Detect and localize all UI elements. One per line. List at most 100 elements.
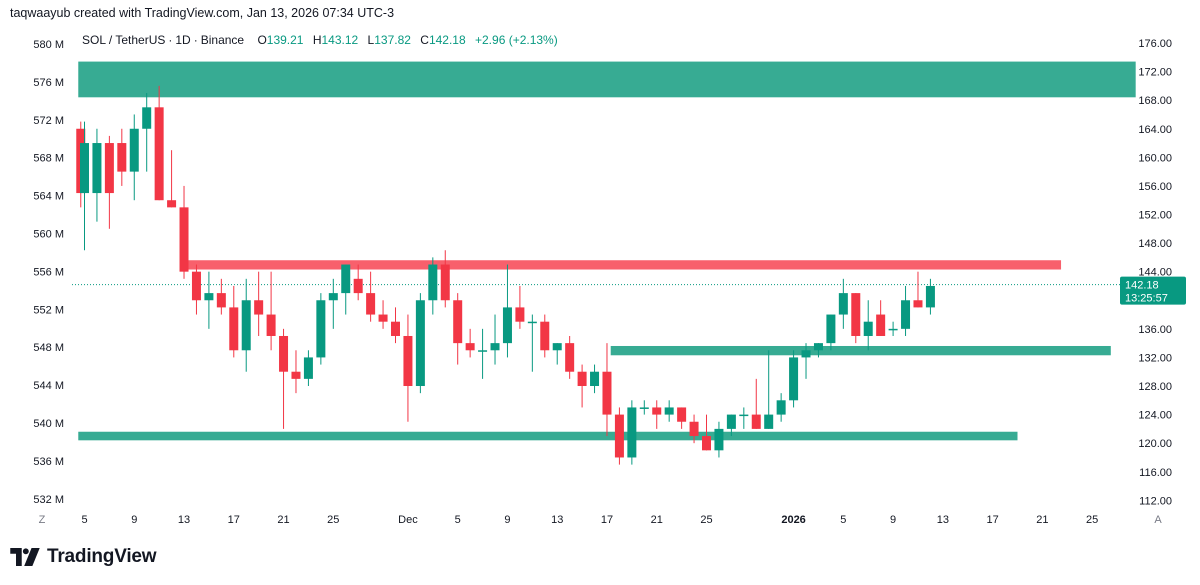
x-axis-tick: 13 (178, 514, 190, 526)
legend-symbol[interactable]: SOL / TetherUS (82, 33, 166, 47)
legend-change: +2.96 (+2.13%) (475, 33, 558, 47)
right-axis-tick: 172.00 (1138, 67, 1172, 79)
x-axis-tick: 17 (986, 514, 998, 526)
tradingview-logo[interactable]: TradingView (10, 546, 157, 568)
left-axis-tick: 556 M (33, 266, 64, 278)
tradingview-logo-text: TradingView (47, 546, 157, 567)
x-axis-tick: 5 (81, 514, 87, 526)
right-axis-tick: 128.00 (1138, 381, 1172, 393)
candle-body (627, 407, 637, 458)
candle-body (204, 293, 214, 301)
left-axis-tick: 548 M (33, 342, 64, 354)
x-axis-tick: 21 (277, 514, 289, 526)
scale-mode-right: A (1154, 514, 1162, 526)
candle-body (254, 300, 264, 315)
candle-body (465, 343, 475, 351)
candle-body (440, 264, 450, 301)
left-axis-tick: 536 M (33, 456, 64, 468)
candle-body (490, 343, 500, 351)
scale-mode-left: Z (39, 514, 46, 526)
zone-resistance (184, 260, 1062, 270)
candlestick-chart[interactable]: 176.00 172.00 168.00 164.00 160.00 156.00 152.… (0, 0, 1200, 540)
candle-body (428, 264, 438, 301)
right-axis-tick: 176.00 (1138, 38, 1172, 50)
candle-body (328, 293, 338, 301)
candle-body (104, 143, 114, 194)
x-axis-tick: 21 (651, 514, 663, 526)
candle-body (913, 300, 923, 308)
candle-body (664, 407, 674, 415)
right-axis-tick: 136.00 (1138, 324, 1172, 336)
right-axis-tick: 124.00 (1138, 410, 1172, 422)
candle-body (241, 300, 251, 351)
right-axis-tick: 120.00 (1138, 438, 1172, 450)
candle-body (378, 314, 388, 322)
candle-body (478, 350, 488, 352)
right-axis-tick: 160.00 (1138, 152, 1172, 164)
right-axis-tick: 152.00 (1138, 210, 1172, 222)
candle-body (154, 107, 164, 201)
candle-body (789, 357, 799, 401)
zone-support-mid (610, 345, 1111, 356)
x-axis-tick: 5 (455, 514, 461, 526)
legend-high-label: H (312, 33, 322, 47)
candle-body (764, 414, 774, 429)
x-axis-tick: 25 (1086, 514, 1098, 526)
candle-body (191, 271, 201, 301)
zone-support-low (78, 431, 1018, 441)
candle-body (216, 293, 226, 308)
left-axis-tick: 532 M (33, 494, 64, 506)
right-axis-tick: 144.00 (1138, 267, 1172, 279)
candle-body (291, 371, 301, 379)
candle-body (739, 414, 749, 417)
x-axis-tick: 17 (601, 514, 613, 526)
chart-panel[interactable] (10, 29, 1190, 537)
candle-body (925, 285, 935, 308)
candle-body (677, 407, 687, 422)
x-axis-tick: 21 (1036, 514, 1048, 526)
legend-close: 142.18 (428, 33, 466, 47)
x-axis-tick: 13 (551, 514, 563, 526)
right-axis-tick: 116.00 (1139, 467, 1172, 479)
candle-body (167, 200, 177, 208)
candle-body (851, 293, 861, 336)
candle-body (714, 428, 724, 451)
candle-body (565, 343, 575, 372)
candle-body (403, 335, 413, 387)
right-axis-tick: 132.00 (1138, 352, 1172, 364)
x-axis-tick: 13 (937, 514, 949, 526)
candle-body (776, 400, 786, 415)
candle-body (901, 300, 911, 329)
candle-body (813, 343, 823, 351)
candle-body (577, 371, 587, 387)
x-axis-tick: 9 (131, 514, 137, 526)
x-axis-tick: 9 (504, 514, 510, 526)
legend-low-label: L (367, 33, 375, 47)
left-axis-tick: 564 M (33, 191, 64, 203)
candle-body (391, 321, 400, 336)
left-axis-tick: 544 M (33, 380, 64, 392)
right-axis-tick: 112.00 (1139, 495, 1172, 507)
candle-body (142, 107, 152, 129)
candle-body (876, 314, 886, 336)
candle-body (92, 143, 102, 194)
candle-body (602, 371, 612, 415)
candle-body (826, 314, 836, 344)
candle-body (540, 321, 550, 351)
candle-body (453, 300, 463, 344)
x-axis-tick: 9 (890, 514, 896, 526)
x-axis-tick: 25 (327, 514, 339, 526)
left-axis-tick: 572 M (33, 115, 64, 127)
tradingview-logo-icon (10, 548, 40, 566)
candle-body (303, 357, 313, 379)
zone-supply-top (78, 61, 1136, 98)
candle-body (229, 307, 239, 351)
candle-body (838, 293, 848, 315)
legend-interval[interactable]: 1D (175, 33, 191, 47)
candle-body (515, 307, 525, 322)
last-price-countdown: 13:25:57 (1125, 293, 1168, 305)
candle-body (415, 300, 425, 387)
right-axis-tick: 168.00 (1138, 95, 1172, 107)
x-axis-tick: 5 (840, 514, 846, 526)
x-axis-tick: 2026 (781, 514, 805, 526)
